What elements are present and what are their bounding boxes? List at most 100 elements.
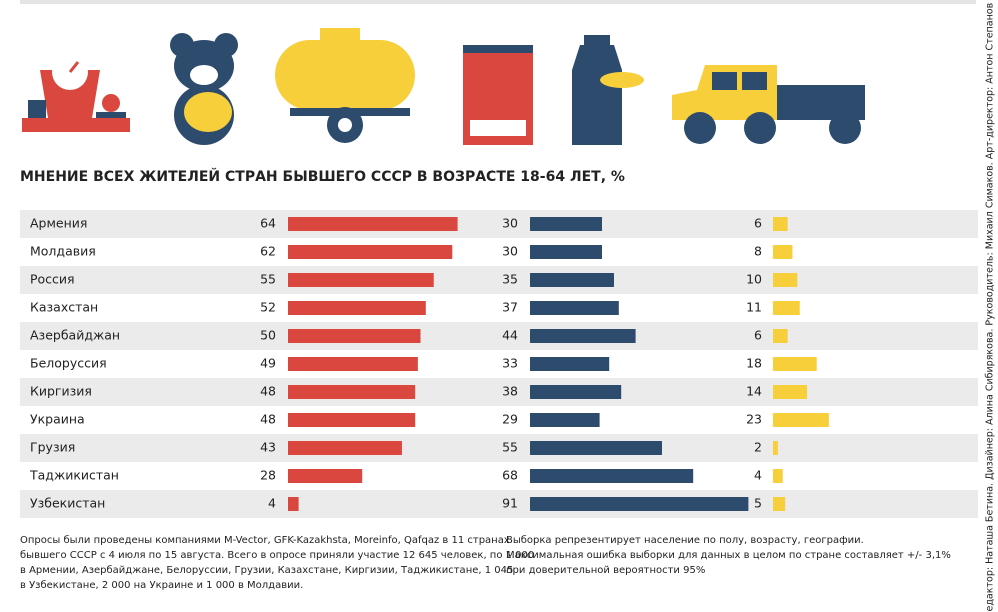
bar: [773, 413, 829, 427]
bar: [530, 301, 619, 315]
icon-shape: [68, 61, 80, 73]
icon-shape: [829, 112, 861, 144]
bar: [288, 413, 416, 427]
row-band: [20, 378, 978, 406]
icon-shape: [742, 72, 767, 90]
bar: [288, 357, 418, 371]
bar: [530, 357, 610, 371]
bar: [288, 329, 421, 343]
bar: [530, 245, 602, 259]
bar: [530, 329, 636, 343]
row-band: [20, 322, 978, 350]
category-label: Молдавия: [30, 244, 96, 259]
bar: [773, 497, 786, 511]
value-label: 4: [268, 496, 276, 511]
note-right: Выборка репрезентирует население по полу…: [506, 533, 951, 578]
value-label: 10: [746, 272, 762, 287]
value-label: 33: [502, 356, 518, 371]
row-band: [20, 210, 978, 238]
category-label: Армения: [30, 216, 87, 231]
icons: [22, 28, 865, 145]
value-label: 48: [260, 412, 276, 427]
bar: [288, 301, 426, 315]
category-label: Грузия: [30, 440, 75, 455]
bar: [773, 357, 817, 371]
bar: [530, 497, 749, 511]
category-label: Белоруссия: [30, 356, 107, 371]
value-label: 91: [502, 496, 518, 511]
credits: Редактор: Наташа Бетина. Дизайнер: Алина…: [985, 2, 996, 612]
bar: [288, 273, 434, 287]
bar: [530, 385, 622, 399]
bar: [530, 273, 614, 287]
bar: [773, 301, 800, 315]
value-label: 49: [260, 356, 276, 371]
bar: [773, 469, 783, 483]
value-label: 2: [754, 440, 762, 455]
icon-shape: [275, 40, 415, 110]
category-label: Киргизия: [30, 384, 92, 399]
note-line: в Армении, Азербайджане, Белоруссии, Гру…: [20, 565, 514, 576]
value-label: 38: [502, 384, 518, 399]
icon-shape: [190, 65, 218, 85]
bar: [530, 217, 602, 231]
row-band: [20, 490, 978, 518]
value-label: 30: [502, 244, 518, 259]
category-label: Казахстан: [30, 300, 98, 315]
value-label: 6: [754, 328, 762, 343]
bar: [773, 385, 808, 399]
value-label: 64: [260, 216, 276, 231]
bar: [288, 469, 363, 483]
value-label: 44: [502, 328, 518, 343]
value-label: 14: [746, 384, 762, 399]
value-label: 55: [260, 272, 276, 287]
value-label: 68: [502, 468, 518, 483]
value-label: 30: [502, 216, 518, 231]
category-label: Азербайджан: [30, 328, 120, 343]
value-label: 28: [260, 468, 276, 483]
row-band: [20, 266, 978, 294]
value-label: 18: [746, 356, 762, 371]
value-label: 23: [746, 412, 762, 427]
bar: [288, 497, 299, 511]
bar: [530, 469, 694, 483]
icon-shape: [96, 112, 126, 118]
icon-shape: [600, 72, 644, 88]
value-label: 11: [746, 300, 762, 315]
icon-shape: [28, 100, 46, 118]
note-line: при доверительной вероятности 95%: [506, 565, 706, 576]
icon-shape: [572, 45, 622, 145]
note-line: Выборка репрезентирует население по полу…: [506, 535, 864, 546]
note-line: в Узбекистане, 2 000 на Украине и 1 000 …: [20, 580, 304, 591]
bar: [773, 217, 788, 231]
icon-shape: [463, 45, 533, 53]
value-label: 29: [502, 412, 518, 427]
category-label: Узбекистан: [30, 496, 105, 511]
icon-shape: [184, 92, 232, 132]
value-label: 48: [260, 384, 276, 399]
bar: [773, 245, 793, 259]
bar: [288, 217, 458, 231]
bar: [288, 245, 453, 259]
note-left: Опросы были проведены компаниями M-Vecto…: [20, 533, 534, 593]
icon-shape: [338, 118, 352, 132]
row-band: [20, 434, 978, 462]
bar: [288, 441, 402, 455]
value-label: 50: [260, 328, 276, 343]
icon-shape: [102, 94, 120, 112]
top-bar: [20, 0, 976, 4]
bar: [530, 441, 662, 455]
icon-shape: [320, 28, 360, 42]
icon-shape: [40, 70, 100, 118]
icon-shape: [470, 120, 526, 136]
icon-shape: [684, 112, 716, 144]
bar: [530, 413, 600, 427]
value-label: 62: [260, 244, 276, 259]
value-label: 6: [754, 216, 762, 231]
value-label: 43: [260, 440, 276, 455]
icon-shape: [712, 72, 737, 90]
icon-shape: [584, 35, 610, 45]
note-line: бывшего СССР с 4 июля по 15 августа. Все…: [20, 550, 535, 561]
